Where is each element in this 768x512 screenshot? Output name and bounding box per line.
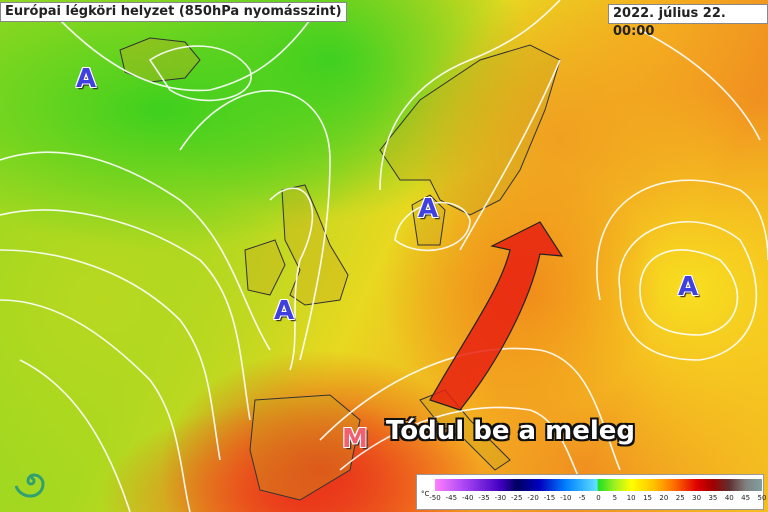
legend-tick-label: -45 — [445, 494, 458, 502]
arrow-icon — [429, 221, 564, 411]
legend-tick-label: -15 — [543, 494, 556, 502]
iberia — [249, 394, 361, 501]
isobar — [0, 299, 191, 512]
legend-unit: °C — [421, 490, 430, 498]
isobar — [269, 187, 314, 371]
legend-tick-label: -5 — [578, 494, 586, 502]
legend-tick-label: -40 — [461, 494, 474, 502]
legend-tick-label: 25 — [675, 494, 685, 502]
isobar — [639, 29, 761, 141]
legend-tick-label: 35 — [708, 494, 718, 502]
ireland — [244, 239, 286, 296]
isobar — [459, 59, 561, 251]
great-britain — [281, 184, 349, 306]
isobar — [394, 201, 471, 252]
isobar — [19, 359, 131, 512]
isobar — [0, 249, 221, 461]
scandinavia — [379, 44, 561, 216]
isobar — [339, 406, 581, 481]
legend-tick-label: 40 — [724, 494, 734, 502]
legend-tick-label: 20 — [659, 494, 669, 502]
legend-tick-label: 50 — [757, 494, 767, 502]
high-pressure-label: A — [76, 64, 97, 94]
spiral-logo-icon — [14, 473, 45, 498]
isobar — [179, 90, 331, 361]
legend-tick-label: 10 — [626, 494, 636, 502]
legend-tick-label: -20 — [527, 494, 539, 502]
legend-tick-label: 0 — [596, 494, 601, 502]
low-pressure-label: M — [342, 424, 368, 454]
legend-tick-label: -50 — [429, 494, 441, 502]
isobar — [618, 221, 758, 361]
legend-tick-label: 45 — [741, 494, 751, 502]
iceland — [119, 37, 201, 83]
isobar — [0, 151, 271, 351]
isobar — [379, 0, 561, 191]
legend-ticks: -50 -45 -40 -35 -30 -25 -20 -15 -10 -5 0 5 10 15 20 25 3… — [429, 494, 766, 506]
legend-tick-label: 5 — [612, 494, 618, 502]
temperature-legend: °C -50 -45 -40 -35 -30 -25 -20 -15 -10 -5 0 5 10 15 20… — [416, 474, 766, 510]
legend-tick-label: -10 — [560, 494, 572, 502]
high-pressure-label: A — [274, 296, 295, 326]
high-pressure-label: A — [418, 194, 439, 224]
legend-tick-label: 15 — [643, 494, 653, 502]
isobar — [59, 19, 311, 92]
legend-tick-label: -25 — [511, 494, 523, 502]
high-pressure-label: A — [678, 272, 699, 302]
legend-tick-label: -35 — [478, 494, 490, 502]
legend-tick-label: 30 — [692, 494, 702, 502]
isobar — [596, 179, 768, 301]
legend-tick-label: -30 — [494, 494, 507, 502]
map-caption: Tódul be a meleg — [386, 416, 636, 446]
isobar — [148, 45, 252, 102]
isobar — [639, 249, 739, 336]
isobar — [319, 347, 621, 471]
map-datetime: 2022. július 22. 00:00 — [608, 4, 768, 39]
map-title: Európai légköri helyzet (850hPa nyomássz… — [0, 2, 347, 22]
isobar — [0, 209, 251, 421]
color-scale-bar — [435, 479, 762, 491]
